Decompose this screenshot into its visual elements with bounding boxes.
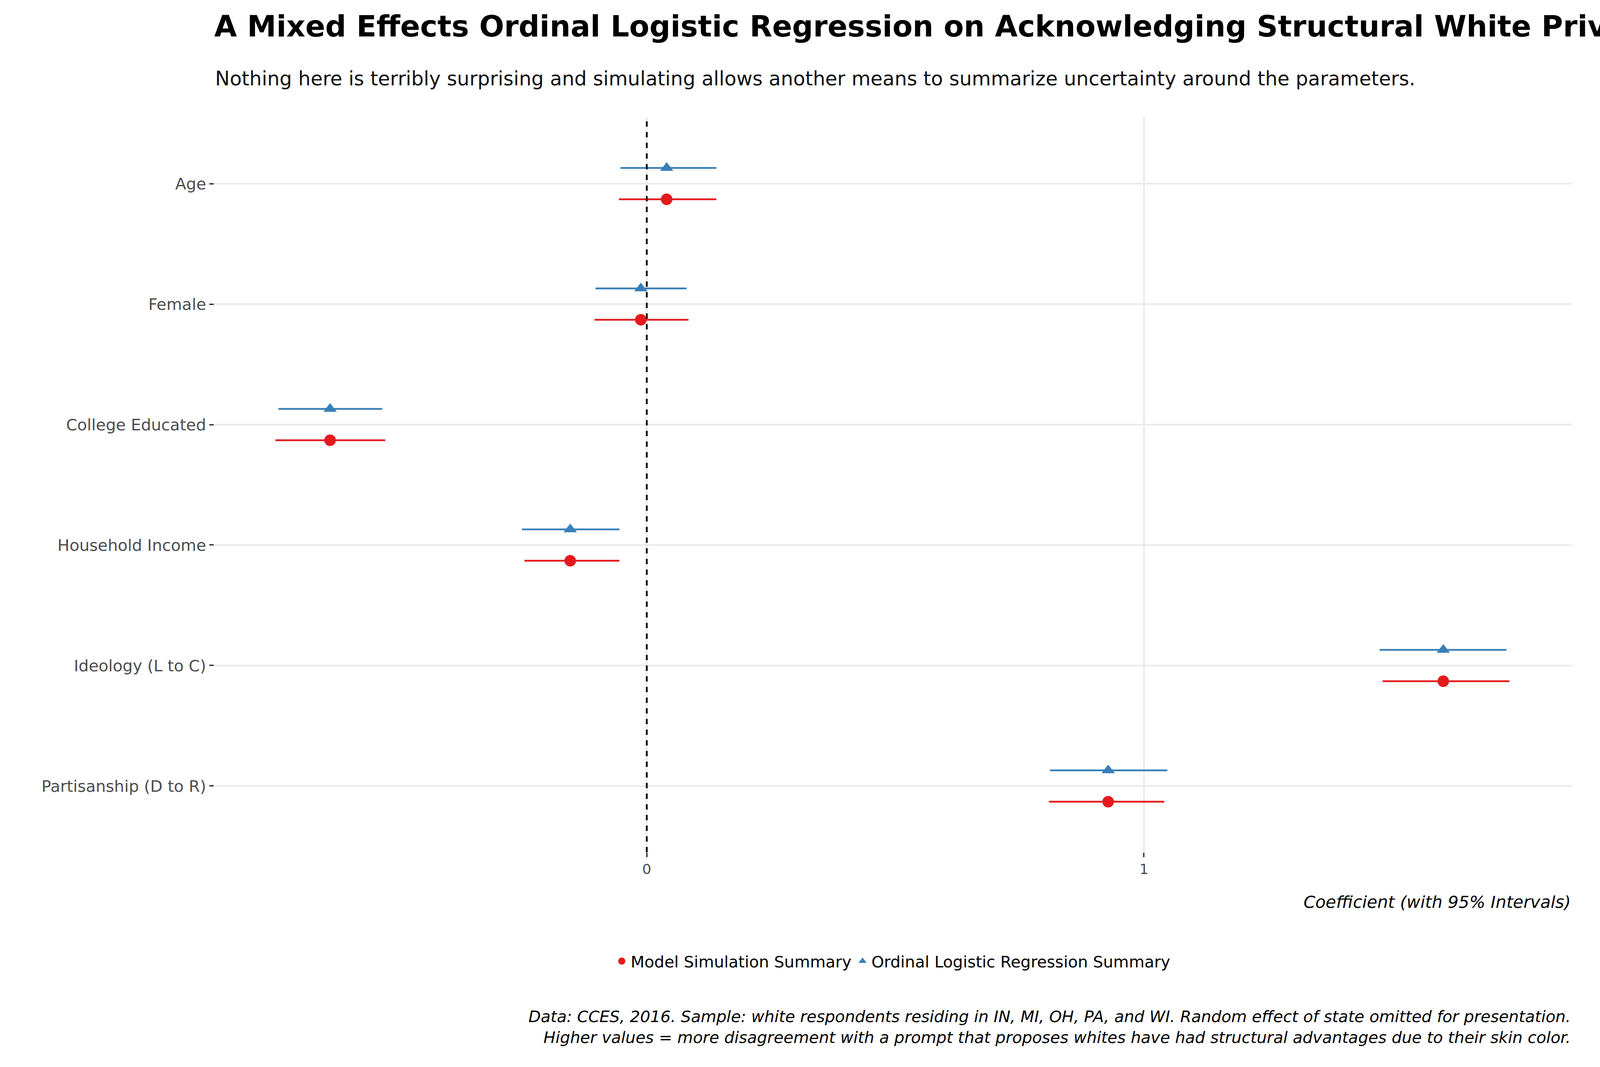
svg-text:0: 0 (642, 860, 652, 878)
svg-text:Female: Female (148, 295, 207, 314)
svg-text:Data: CCES, 2016. Sample: whit: Data: CCES, 2016. Sample: white responde… (528, 1007, 1571, 1047)
svg-text:Coefficient (with 95% Interval: Coefficient (with 95% Intervals) (1303, 892, 1571, 912)
svg-text:Ordinal Logistic Regression Su: Ordinal Logistic Regression Summary (871, 952, 1171, 971)
svg-text:Age: Age (175, 174, 207, 193)
svg-text:1: 1 (1139, 860, 1149, 878)
svg-text:A Mixed Effects Ordinal Logist: A Mixed Effects Ordinal Logistic Regress… (214, 9, 1600, 44)
svg-text:Ideology (L to C): Ideology (L to C) (73, 656, 207, 675)
svg-text:Model Simulation Summary: Model Simulation Summary (630, 952, 852, 971)
svg-text:Partisanship (D to R): Partisanship (D to R) (41, 776, 206, 796)
svg-text:Household Income: Household Income (57, 536, 206, 555)
svg-text:Nothing here is terribly surpr: Nothing here is terribly surprising and … (215, 67, 1416, 90)
svg-text:College Educated: College Educated (66, 415, 207, 434)
